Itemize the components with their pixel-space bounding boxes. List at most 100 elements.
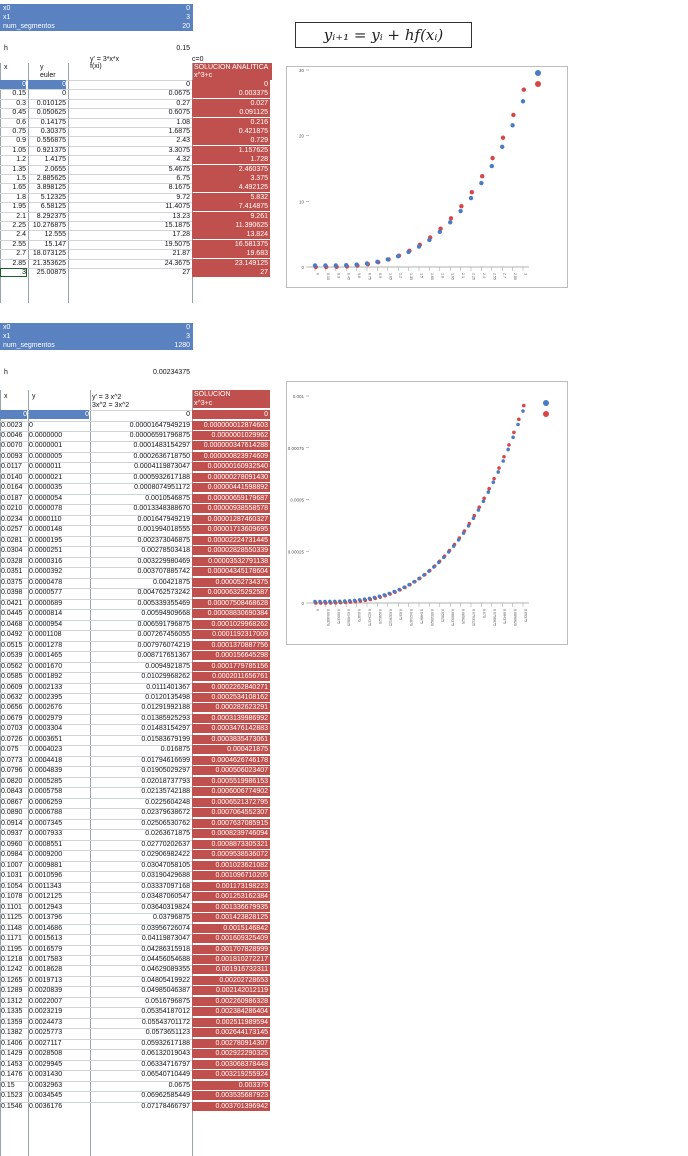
table-cell-y[interactable]: 0.0016579 bbox=[29, 945, 63, 953]
table-cell-y[interactable]: 18.073125 bbox=[32, 250, 66, 258]
table-cell-fx[interactable]: 0.03796875 bbox=[153, 914, 190, 921]
table-cell-fx[interactable]: 13.23 bbox=[172, 212, 190, 220]
table-cell-x[interactable]: 0.0914 bbox=[1, 819, 23, 827]
table-cell-y[interactable]: 0.0020839 bbox=[29, 987, 63, 995]
table-cell-y[interactable]: 0.0004418 bbox=[29, 756, 63, 764]
table-cell-solution[interactable]: 0.001916732311 bbox=[192, 965, 270, 975]
table-cell-y[interactable]: 0.0000000 bbox=[29, 432, 63, 439]
table-cell-x[interactable]: 0.75 bbox=[12, 128, 26, 135]
param-label[interactable]: x0 bbox=[0, 4, 193, 13]
table-cell-x[interactable]: 0.0093 bbox=[1, 452, 23, 460]
table-cell-fx[interactable]: 0.04456054688 bbox=[141, 956, 190, 963]
table-cell-x[interactable]: 0.15 bbox=[12, 90, 26, 98]
table-cell-y[interactable]: 0.0002979 bbox=[29, 714, 63, 722]
table-cell-solution[interactable]: 0.0000001029962 bbox=[192, 431, 270, 440]
table-cell-x[interactable]: 0.0679 bbox=[1, 714, 23, 722]
table-cell-solution[interactable]: 0 bbox=[192, 410, 270, 419]
table-cell-solution[interactable]: 27 bbox=[192, 268, 270, 277]
table-cell-solution[interactable]: 0.216 bbox=[192, 117, 270, 127]
table-cell-fx[interactable]: 0.0094921875 bbox=[145, 662, 190, 670]
table-cell-solution[interactable]: 0.0001192317009 bbox=[192, 630, 270, 640]
table-cell-fx[interactable]: 0.0008074951172 bbox=[134, 484, 190, 492]
table-cell-x[interactable]: 0.0210 bbox=[1, 505, 23, 513]
table-cell-x[interactable]: 0.0046 bbox=[1, 432, 23, 439]
table-cell-solution[interactable]: 23.149125 bbox=[192, 258, 270, 268]
table-cell-solution[interactable]: 16.581375 bbox=[192, 239, 270, 249]
table-cell-y[interactable]: 0.0007933 bbox=[29, 830, 63, 838]
table-cell-fx[interactable]: 0.01483154297 bbox=[141, 725, 190, 733]
table-cell-y[interactable]: 0.0027117 bbox=[29, 1039, 62, 1047]
table-cell-y[interactable]: 0.0006788 bbox=[29, 809, 63, 817]
table-cell-y[interactable]: 0.0000478 bbox=[29, 578, 63, 586]
table-cell-x[interactable]: 0.0515 bbox=[1, 641, 23, 649]
table-cell-solution[interactable]: 0.00007508468628 bbox=[192, 598, 270, 608]
table-cell-y[interactable]: 10.276875 bbox=[32, 222, 66, 229]
table-cell-x[interactable]: 0.1242 bbox=[1, 966, 23, 974]
table-cell-solution[interactable]: 0.003701396942 bbox=[192, 1101, 270, 1111]
table-cell-y[interactable]: 0.050625 bbox=[36, 109, 66, 117]
table-cell-y[interactable]: 0.0001465 bbox=[29, 652, 63, 659]
table-cell-x[interactable]: 0.1265 bbox=[1, 976, 23, 984]
table-cell-solution[interactable]: 0.0006521372795 bbox=[192, 797, 270, 807]
table-cell-y[interactable]: 0.010125 bbox=[36, 99, 66, 107]
table-cell-x[interactable]: 0.0304 bbox=[1, 547, 23, 555]
table-cell-x[interactable]: 0.0539 bbox=[1, 652, 23, 659]
table-cell-fx[interactable]: 2.43 bbox=[176, 137, 190, 145]
table-cell-x[interactable]: 0.45 bbox=[12, 109, 26, 117]
table-cell-x[interactable]: 0.0234 bbox=[1, 515, 23, 523]
table-cell-fx[interactable]: 0.005339355469 bbox=[137, 599, 190, 607]
table-cell-fx[interactable]: 0.04629089355 bbox=[141, 966, 190, 974]
table-cell-y[interactable]: 0.0023219 bbox=[29, 1008, 63, 1016]
table-cell-y[interactable]: 0.0002676 bbox=[29, 704, 63, 712]
param-label[interactable]: num_segmentos bbox=[0, 341, 193, 350]
param-value[interactable]: 20 bbox=[120, 22, 193, 31]
table-cell-y[interactable]: 0.0000316 bbox=[29, 557, 63, 565]
table-cell-solution[interactable]: 0.0002011656761 bbox=[192, 672, 270, 681]
table-cell-y[interactable]: 0.0000005 bbox=[29, 452, 63, 460]
table-cell-x[interactable]: 0.1476 bbox=[1, 1071, 23, 1079]
table-cell-solution[interactable]: 0.001609325409 bbox=[192, 934, 270, 943]
table-cell-solution[interactable]: 0.0009538536072 bbox=[192, 850, 270, 860]
param-value[interactable]: 3 bbox=[120, 332, 193, 341]
table-cell-x[interactable]: 0.0656 bbox=[1, 704, 23, 712]
table-cell-y[interactable]: 0.0001278 bbox=[29, 641, 63, 649]
table-cell-solution[interactable]: 0.00003532791138 bbox=[192, 556, 270, 566]
table-cell-y[interactable]: 0.0002133 bbox=[29, 683, 63, 691]
table-cell-x[interactable]: 0.1148 bbox=[1, 924, 22, 932]
table-cell-fx[interactable]: 0.05543701172 bbox=[141, 1018, 190, 1026]
table-cell-solution[interactable]: 0.000282623291 bbox=[192, 703, 270, 713]
table-cell-fx[interactable]: 0.03047058105 bbox=[141, 861, 190, 869]
table-cell-y[interactable]: 0.0000577 bbox=[29, 589, 63, 597]
table-cell-x[interactable]: 0.1054 bbox=[1, 882, 23, 890]
table-cell-x[interactable]: 0.0773 bbox=[1, 756, 23, 764]
table-cell-x[interactable]: 0.1312 bbox=[1, 997, 23, 1005]
table-cell-y[interactable]: 0.0001670 bbox=[29, 662, 63, 670]
table-cell-solution[interactable]: 0.00202728653 bbox=[192, 975, 270, 985]
table-cell-y[interactable]: 0.0001892 bbox=[29, 673, 63, 680]
chart-euler-vs-analytic-1[interactable]: 0 10 20 30 0 0.15 0.3 0.45 0.6 0.75 0.9 1.05 1.2 1.35… bbox=[286, 66, 568, 288]
table-cell-y[interactable]: 0.0000110 bbox=[29, 515, 62, 523]
table-cell-fx[interactable]: 0.0004119873047 bbox=[134, 463, 190, 471]
table-cell-x[interactable]: 1.2 bbox=[16, 156, 26, 164]
table-cell-x[interactable]: 0.0890 bbox=[1, 809, 23, 817]
table-cell-solution[interactable]: 0.0015146842 bbox=[192, 923, 270, 933]
table-cell-solution[interactable]: 0.00000441598892 bbox=[192, 483, 270, 493]
table-cell-fx[interactable]: 0.01029968262 bbox=[141, 673, 190, 680]
table-cell-y[interactable]: 0.0012125 bbox=[29, 893, 63, 901]
table-cell-y[interactable]: 0 bbox=[62, 90, 66, 98]
table-cell-y[interactable]: 0.0009200 bbox=[29, 851, 63, 859]
table-cell-solution[interactable]: 0.002142012119 bbox=[192, 986, 270, 996]
table-cell-fx[interactable]: 0.02018737793 bbox=[141, 777, 190, 785]
table-cell-y[interactable]: 2.0655 bbox=[44, 165, 66, 173]
table-cell-solution[interactable]: 0.00001713609695 bbox=[192, 525, 270, 535]
table-cell-x[interactable]: 0.0820 bbox=[1, 777, 23, 785]
table-cell-solution[interactable]: 0.002644173145 bbox=[192, 1028, 270, 1038]
table-cell-x[interactable]: 0.0117 bbox=[1, 463, 22, 471]
table-cell-solution[interactable]: 0.00002828550339 bbox=[192, 546, 270, 556]
table-cell-solution[interactable]: 0.0008873305321 bbox=[192, 839, 270, 849]
table-cell-x[interactable]: 0.0609 bbox=[1, 683, 23, 691]
table-cell-y[interactable]: 0.14175 bbox=[40, 118, 66, 126]
table-cell-solution[interactable]: 0.001023621082 bbox=[192, 860, 270, 870]
table-cell-fx[interactable]: 1.6875 bbox=[168, 128, 190, 135]
table-cell-fx[interactable]: 1.08 bbox=[176, 118, 190, 126]
